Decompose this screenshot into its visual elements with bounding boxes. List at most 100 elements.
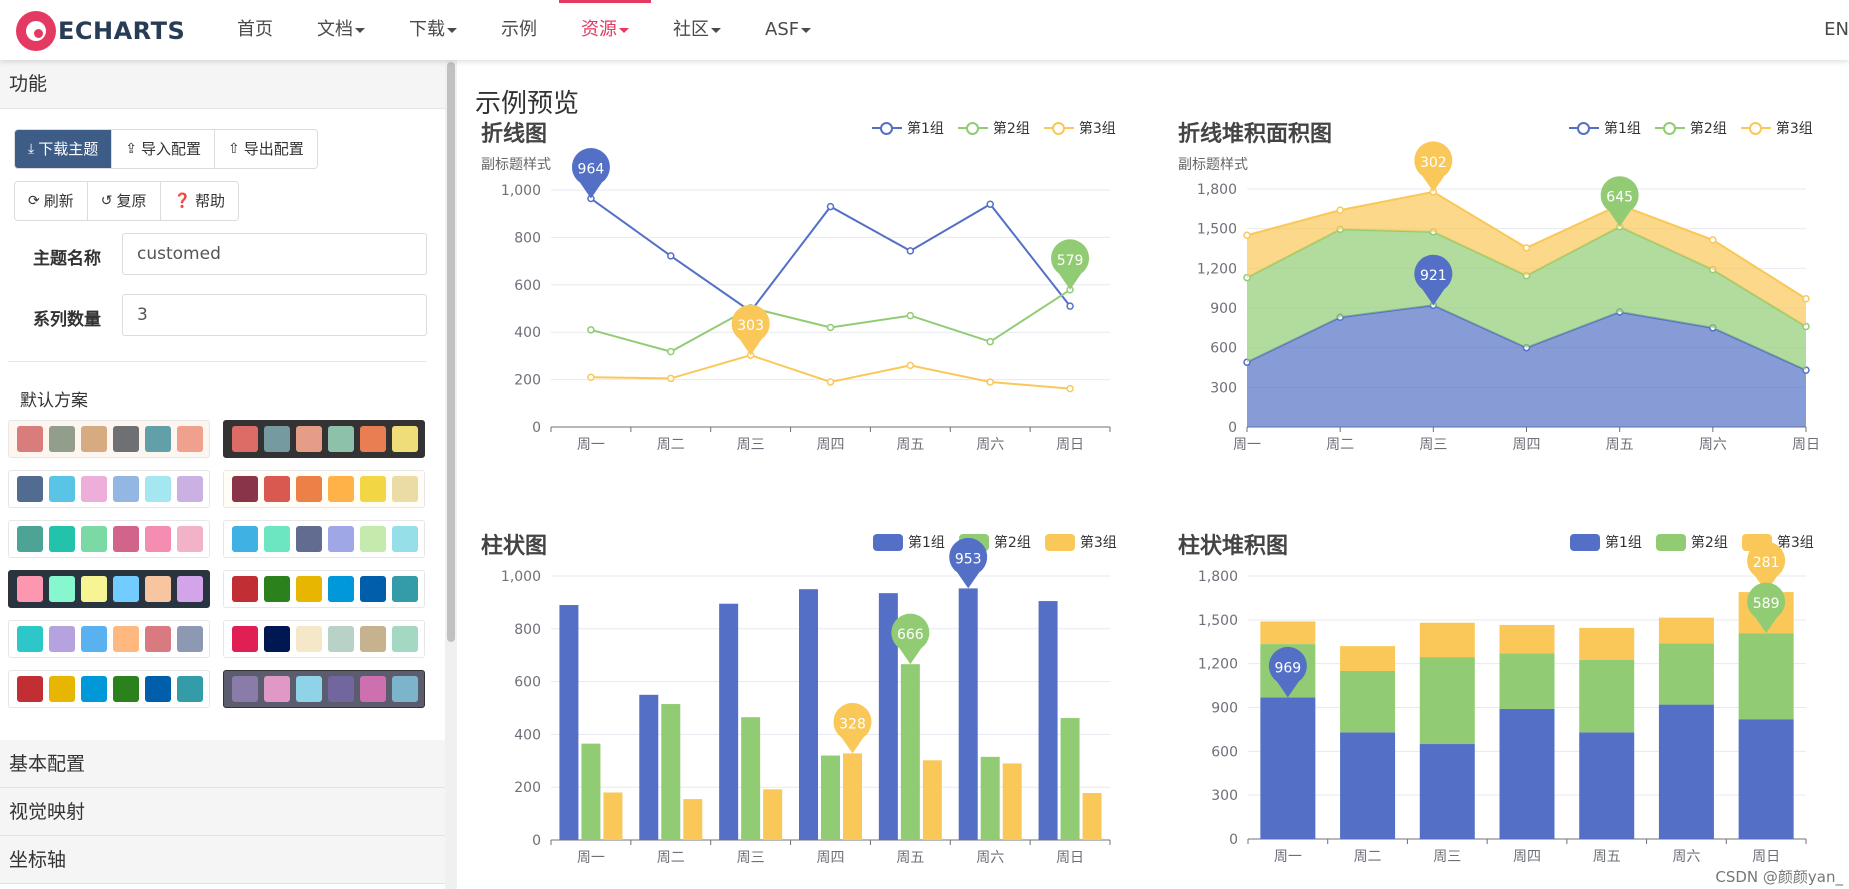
data-point <box>1336 206 1344 214</box>
theme-scheme-card[interactable] <box>223 470 425 508</box>
theme-scheme-card[interactable] <box>8 470 210 508</box>
theme-scheme-card[interactable] <box>8 520 210 558</box>
nav-item-0[interactable]: 首页 <box>215 0 295 60</box>
marker-label: 645 <box>1606 190 1633 206</box>
bar <box>980 756 1000 840</box>
theme-scheme-card[interactable] <box>223 420 425 458</box>
chart-subtitle-area: 副标题样式 <box>1178 157 1248 173</box>
data-point <box>1522 244 1531 252</box>
echarts-logo-icon <box>16 11 56 51</box>
color-swatch <box>360 576 386 602</box>
panel-header-function[interactable]: 功能 <box>0 60 445 109</box>
nav-item-2[interactable]: 下载 <box>387 0 479 60</box>
y-tick-label: 1,200 <box>1198 657 1238 673</box>
x-tick-label: 周一 <box>1274 849 1302 865</box>
nav-item-label: 文档 <box>317 19 353 40</box>
data-point <box>587 373 595 381</box>
chart-title-stacked-bar: 柱状堆积图 <box>1178 534 1289 559</box>
marker-pin-shape <box>949 537 988 589</box>
bar <box>741 717 761 840</box>
marker-pin: 953 <box>949 537 988 589</box>
series-count-label: 系列数量 <box>33 310 101 330</box>
y-tick-label: 1,200 <box>1197 261 1237 277</box>
panel-basic-config[interactable]: 基本配置 <box>0 740 445 788</box>
bar <box>958 588 978 840</box>
data-point <box>906 311 915 320</box>
default-schemes-title: 默认方案 <box>20 391 88 411</box>
nav-item-5[interactable]: 社区 <box>651 0 743 60</box>
x-tick-label: 周四 <box>817 437 845 453</box>
panel-axis[interactable]: 坐标轴 <box>0 836 445 884</box>
download-theme-button[interactable]: ⤓ 下载主题 <box>15 130 113 168</box>
download-icon: ⤓ <box>28 141 35 157</box>
color-swatch <box>232 676 258 702</box>
marker-label: 921 <box>1420 268 1447 284</box>
theme-scheme-card[interactable] <box>223 670 425 708</box>
panel-visual-map[interactable]: 视觉映射 <box>0 788 445 836</box>
nav-menu: 首页 文档 下载 示例 资源 社区 ASF <box>215 0 833 60</box>
refresh-button[interactable]: ⟳ 刷新 <box>15 182 88 220</box>
bar <box>1082 793 1102 840</box>
color-swatch <box>360 526 386 552</box>
color-swatch <box>232 576 258 602</box>
marker-pin: 589 <box>1747 582 1786 634</box>
legend-item[interactable]: 第2组 <box>1654 118 1727 138</box>
marker-label: 964 <box>578 162 605 178</box>
caret-down-icon <box>355 27 365 33</box>
marker-pin-shape <box>1747 582 1786 634</box>
legend-item[interactable]: 第3组 <box>1740 118 1813 138</box>
sidebar-scrollbar[interactable] <box>445 60 457 889</box>
series-count-input[interactable] <box>122 294 427 336</box>
import-config-button[interactable]: ⇪ 导入配置 <box>112 130 215 168</box>
data-point <box>986 337 994 346</box>
language-switch[interactable]: EN <box>1824 19 1849 40</box>
legend-item[interactable]: 第3组 <box>1043 118 1116 138</box>
bar <box>900 664 920 840</box>
color-swatch <box>296 426 322 452</box>
theme-scheme-card[interactable] <box>8 570 210 608</box>
color-swatch <box>113 576 139 602</box>
bar <box>661 704 681 840</box>
theme-scheme-card[interactable] <box>223 520 425 558</box>
theme-scheme-card[interactable] <box>223 620 425 658</box>
data-point <box>1709 236 1717 244</box>
legend-item[interactable]: 第1组 <box>1570 532 1642 552</box>
theme-name-input[interactable] <box>122 233 427 275</box>
marker-label: 328 <box>839 716 866 732</box>
x-tick-label: 周三 <box>737 437 765 453</box>
theme-scheme-card[interactable] <box>8 620 210 658</box>
nav-item-1[interactable]: 文档 <box>295 0 387 60</box>
data-point <box>1802 294 1810 303</box>
color-swatch <box>360 626 386 652</box>
color-swatch <box>328 476 354 502</box>
nav-item-6[interactable]: ASF <box>743 0 833 60</box>
legend-item[interactable]: 第1组 <box>1569 118 1641 138</box>
legend-item[interactable]: 第2组 <box>1655 532 1728 552</box>
export-config-button[interactable]: ⇧ 导出配置 <box>214 130 317 168</box>
bar <box>1419 657 1475 745</box>
legend-item[interactable]: 第1组 <box>872 118 944 138</box>
color-swatch <box>232 426 258 452</box>
theme-scheme-card[interactable] <box>223 570 425 608</box>
x-tick-label: 周二 <box>657 437 685 453</box>
legend-item[interactable]: 第2组 <box>957 118 1030 138</box>
undo-button[interactable]: ↺ 复原 <box>87 182 161 220</box>
theme-scheme-card[interactable] <box>8 670 210 708</box>
legend-label: 第3组 <box>1776 535 1814 551</box>
y-tick-label: 1,000 <box>501 569 541 585</box>
help-button[interactable]: ❓ 帮助 <box>160 182 238 220</box>
bar <box>1060 718 1080 840</box>
echarts-logo[interactable]: ECHARTS <box>16 10 185 52</box>
nav-item-4[interactable]: 资源 <box>559 0 651 60</box>
marker-pin-shape <box>1268 646 1307 698</box>
legend-item[interactable]: 第1组 <box>873 532 945 552</box>
bar <box>1038 601 1058 840</box>
x-tick-label: 周六 <box>976 850 1004 866</box>
x-tick-label: 周三 <box>737 850 765 866</box>
bar <box>1579 660 1635 733</box>
theme-scheme-card[interactable] <box>8 420 210 458</box>
scrollbar-thumb[interactable] <box>447 62 455 642</box>
nav-item-3[interactable]: 示例 <box>479 0 559 60</box>
legend-item[interactable]: 第3组 <box>1044 532 1117 552</box>
